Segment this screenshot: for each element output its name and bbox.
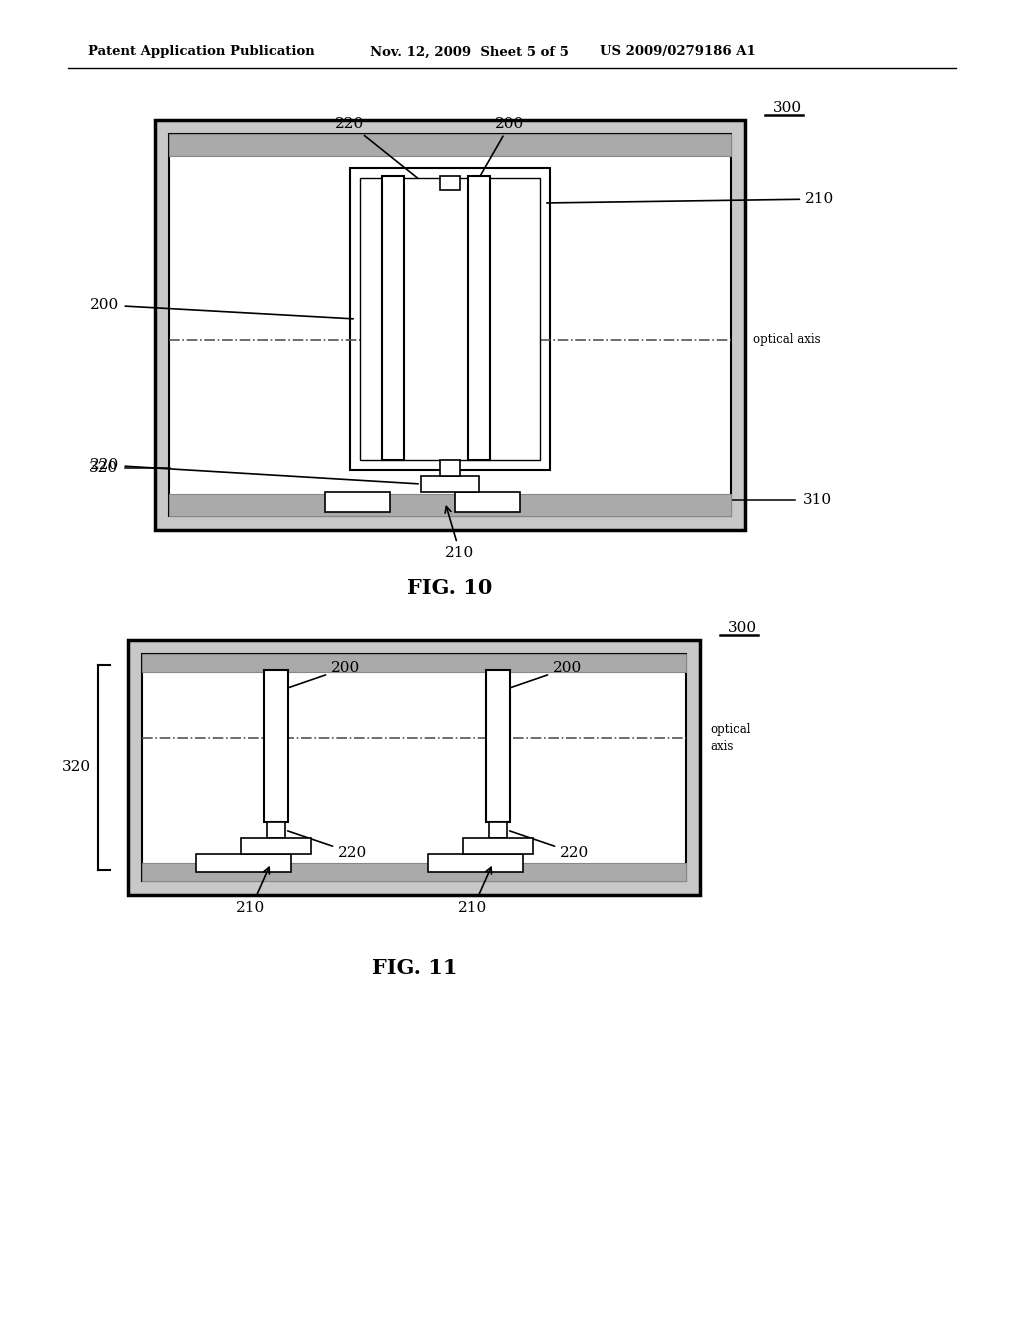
Text: 320: 320: [61, 760, 90, 774]
Bar: [241, 838, 311, 854]
Text: FIG. 11: FIG. 11: [373, 958, 458, 978]
Bar: [128, 640, 700, 895]
Bar: [440, 459, 460, 477]
Bar: [325, 492, 390, 512]
Bar: [169, 135, 731, 156]
Bar: [142, 653, 686, 880]
Text: 200: 200: [90, 298, 353, 319]
Text: optical axis: optical axis: [753, 334, 820, 346]
Bar: [489, 822, 507, 838]
Bar: [455, 492, 520, 512]
Bar: [155, 120, 745, 531]
Bar: [169, 494, 731, 516]
Text: 200: 200: [501, 661, 583, 692]
Bar: [468, 176, 490, 459]
Text: 300: 300: [773, 102, 802, 115]
Text: 200: 200: [480, 117, 524, 176]
Text: US 2009/0279186 A1: US 2009/0279186 A1: [600, 45, 756, 58]
Bar: [463, 838, 534, 854]
Text: optical
axis: optical axis: [710, 723, 751, 752]
Text: 300: 300: [728, 620, 757, 635]
Text: 220: 220: [510, 830, 589, 861]
Bar: [264, 671, 288, 822]
Text: 200: 200: [279, 661, 360, 692]
Bar: [382, 176, 404, 459]
Bar: [267, 822, 285, 838]
Bar: [169, 135, 731, 516]
Text: 210: 210: [459, 867, 492, 915]
Text: 210: 210: [237, 867, 269, 915]
Bar: [360, 178, 540, 459]
Text: 320: 320: [88, 461, 118, 475]
Text: 210: 210: [445, 507, 475, 560]
Bar: [428, 854, 523, 873]
Bar: [486, 671, 510, 822]
Text: Patent Application Publication: Patent Application Publication: [88, 45, 314, 58]
Bar: [421, 477, 479, 492]
Text: 220: 220: [288, 830, 368, 861]
Text: 310: 310: [803, 492, 833, 507]
Text: 220: 220: [90, 458, 418, 484]
Text: Nov. 12, 2009  Sheet 5 of 5: Nov. 12, 2009 Sheet 5 of 5: [370, 45, 569, 58]
Text: FIG. 10: FIG. 10: [408, 578, 493, 598]
Text: 210: 210: [547, 191, 835, 206]
Bar: [440, 176, 460, 190]
Text: 220: 220: [336, 117, 418, 178]
Bar: [196, 854, 291, 873]
Bar: [142, 863, 686, 880]
Bar: [142, 653, 686, 672]
Bar: [350, 168, 550, 470]
